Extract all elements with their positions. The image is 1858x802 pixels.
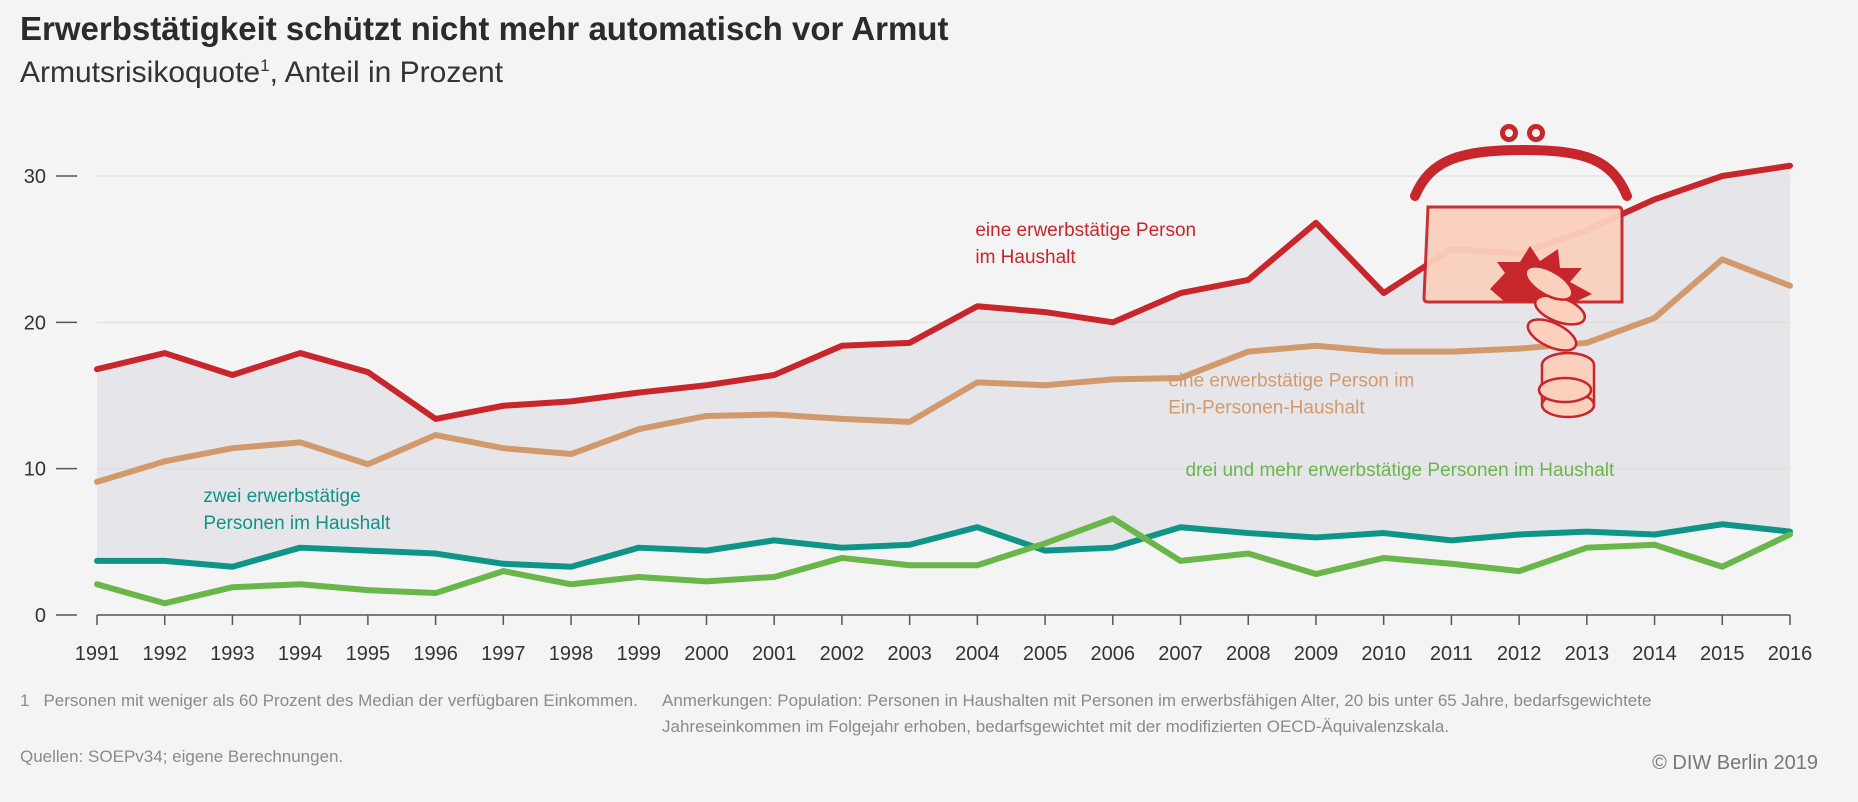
- shaded-area-fill: [97, 165, 1790, 567]
- x-tick-label: 2009: [1294, 643, 1339, 665]
- x-tick-label: 1995: [346, 643, 391, 665]
- sources: Quellen: SOEPv34; eigene Berechnungen.: [20, 747, 344, 766]
- x-tick-label: 1998: [549, 643, 594, 665]
- series-label: im Haushalt: [975, 247, 1076, 268]
- x-tick-label: 1996: [413, 643, 458, 665]
- x-tick-label: 2000: [684, 643, 729, 665]
- series-line: [94, 256, 1793, 485]
- copyright: © DIW Berlin 2019: [1652, 752, 1818, 774]
- series-label: eine erwerbstätige Person: [975, 220, 1196, 241]
- x-tick-label: 2011: [1430, 643, 1473, 665]
- series-label: eine erwerbstätige Person im: [1168, 371, 1414, 392]
- y-tick-label: 0: [35, 605, 46, 627]
- series-labels: eine erwerbstätige Person im Haushalt eine…: [203, 220, 1615, 534]
- footnote-text: Personen mit weniger als 60 Prozent des …: [43, 691, 638, 710]
- series-label: Ein-Personen-Haushalt: [1168, 398, 1365, 419]
- series-label: drei und mehr erwerbstätige Personen im …: [1186, 460, 1615, 481]
- x-tick-label: 1997: [481, 643, 526, 665]
- x-tick-label: 1992: [142, 643, 187, 665]
- purse-with-coins-icon: [1410, 124, 1632, 419]
- x-tick-label: 2015: [1700, 643, 1745, 665]
- footnote: 1 Personen mit weniger als 60 Prozent des…: [20, 688, 638, 714]
- shaded-area: [97, 165, 1790, 567]
- axes: 0 10 20 30 1991 1992 1993 1994 1995 1996 1997 1998 1…: [24, 166, 1813, 665]
- x-tick-label: 2016: [1768, 643, 1813, 665]
- y-tick-label: 10: [24, 459, 46, 481]
- x-tick-label: 2010: [1361, 643, 1406, 665]
- notes: Anmerkungen: Population: Personen in Hau…: [662, 691, 1652, 737]
- x-tick-label: 1994: [278, 643, 323, 665]
- x-tick-label: 2008: [1226, 643, 1271, 665]
- x-tick-label: 2014: [1632, 643, 1677, 665]
- series-line: [94, 515, 1793, 607]
- subtitle-text: Armutsrisikoquote: [20, 56, 261, 89]
- x-tick-label: 1999: [617, 643, 662, 665]
- x-tick-label: 2001: [752, 643, 797, 665]
- x-tick-label: 2006: [1091, 643, 1136, 665]
- footnote-number: 1: [20, 691, 30, 710]
- y-tick-label: 30: [24, 166, 46, 188]
- x-tick-label: 2012: [1497, 643, 1542, 665]
- series-line: [94, 521, 1793, 570]
- x-tick-label: 2005: [1023, 643, 1068, 665]
- subtitle-footnote-mark: 1: [260, 56, 270, 75]
- x-tick-label: 2013: [1565, 643, 1610, 665]
- x-tick-label: 2002: [820, 643, 865, 665]
- y-tick-label: 20: [24, 312, 46, 334]
- chart-title: Erwerbstätigkeit schützt nicht mehr auto…: [20, 10, 949, 47]
- x-tick-label: 1993: [210, 643, 255, 665]
- x-tick-label: 2007: [1158, 643, 1203, 665]
- x-tick-label: 1991: [75, 643, 120, 665]
- x-tick-label: 2003: [887, 643, 932, 665]
- series-label: zwei erwerbstätige: [203, 486, 360, 507]
- x-tick-label: 2004: [955, 643, 1000, 665]
- series-label: Personen im Haushalt: [203, 513, 391, 534]
- subtitle-suffix: , Anteil in Prozent: [269, 56, 504, 89]
- chart-subtitle: Armutsrisikoquote1, Anteil in Prozent: [20, 56, 503, 90]
